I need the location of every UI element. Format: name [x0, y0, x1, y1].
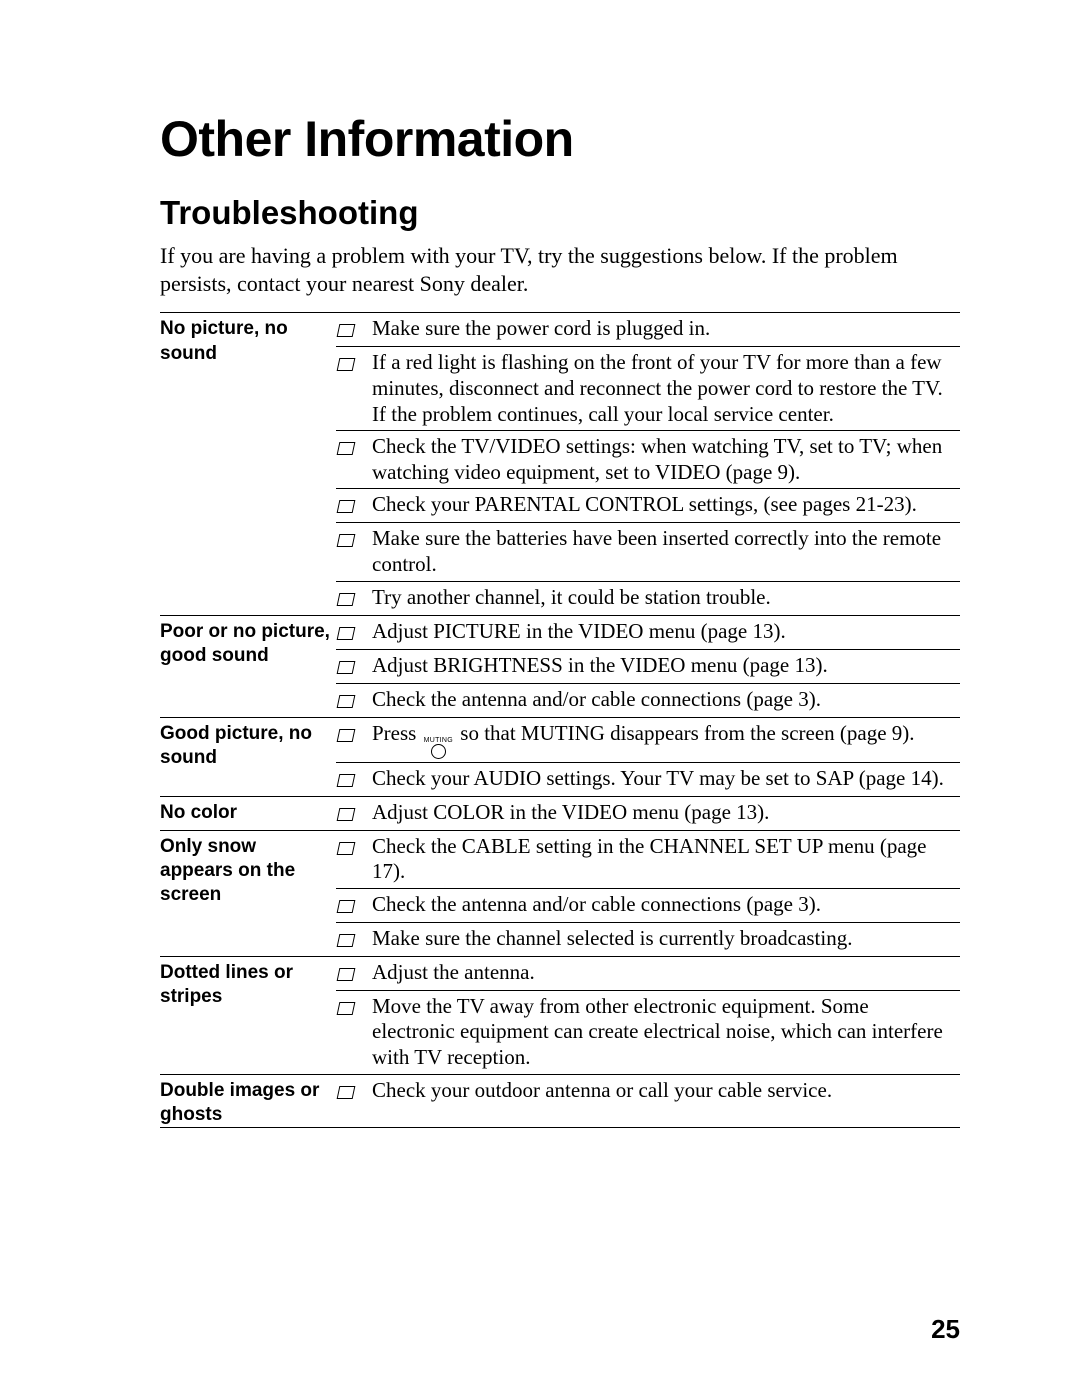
- checklist-box-icon: [336, 892, 372, 919]
- troubleshooting-table: No picture, no soundMake sure the power …: [160, 312, 960, 1128]
- checklist-item-text: Adjust COLOR in the VIDEO menu (page 13)…: [372, 800, 960, 827]
- intro-text: If you are having a problem with your TV…: [160, 242, 960, 298]
- troubleshooting-row: Double images or ghosts Check your outdoo…: [160, 1074, 960, 1128]
- checklist-item: Move the TV away from other electronic e…: [336, 991, 960, 1074]
- checklist-item: Try another channel, it could be station…: [336, 582, 960, 615]
- checklist-item-text: Try another channel, it could be station…: [372, 585, 960, 612]
- checklist-item: Check the CABLE setting in the CHANNEL S…: [336, 831, 960, 889]
- checklist-box-icon: [336, 434, 372, 485]
- checklist-box-icon: [336, 492, 372, 519]
- checklist-box-icon: [336, 526, 372, 577]
- problem-label: Double images or ghosts: [160, 1074, 336, 1128]
- checklist-box-icon: [336, 350, 372, 427]
- checklist-item: Check your outdoor antenna or call your …: [336, 1075, 960, 1108]
- solutions-cell: Adjust PICTURE in the VIDEO menu (page 1…: [336, 615, 960, 717]
- troubleshooting-row: Only snow appears on the screen Check the…: [160, 830, 960, 956]
- problem-label: No color: [160, 796, 336, 830]
- checklist-box-icon: [336, 766, 372, 793]
- checklist-box-icon: [336, 316, 372, 343]
- checklist-box-icon: [336, 585, 372, 612]
- checklist-item: Make sure the batteries have been insert…: [336, 523, 960, 581]
- solutions-cell: Adjust the antenna. Move the TV away from…: [336, 956, 960, 1074]
- checklist-box-icon: [336, 994, 372, 1071]
- solutions-cell: Make sure the power cord is plugged in. I…: [336, 313, 960, 615]
- checklist-item: Adjust PICTURE in the VIDEO menu (page 1…: [336, 616, 960, 650]
- checklist-item-text: Check the antenna and/or cable connectio…: [372, 687, 960, 714]
- checklist-item-text: Check your AUDIO settings. Your TV may b…: [372, 766, 960, 793]
- troubleshooting-row: Poor or no picture, good sound Adjust PIC…: [160, 615, 960, 717]
- checklist-item-text: Check the TV/VIDEO settings: when watchi…: [372, 434, 960, 485]
- checklist-item: Make sure the channel selected is curren…: [336, 923, 960, 956]
- checklist-box-icon: [336, 653, 372, 680]
- problem-label: Poor or no picture, good sound: [160, 615, 336, 717]
- checklist-box-icon: [336, 834, 372, 885]
- checklist-box-icon: [336, 960, 372, 987]
- solutions-cell: Check your outdoor antenna or call your …: [336, 1074, 960, 1128]
- troubleshooting-row: Good picture, no sound Press MUTING so th…: [160, 717, 960, 796]
- solutions-cell: Check the CABLE setting in the CHANNEL S…: [336, 830, 960, 956]
- checklist-item-text: Adjust the antenna.: [372, 960, 960, 987]
- checklist-item-text: Press MUTING so that MUTING disappears f…: [372, 721, 960, 759]
- solutions-cell: Adjust COLOR in the VIDEO menu (page 13)…: [336, 796, 960, 830]
- checklist-item-text: Make sure the channel selected is curren…: [372, 926, 960, 953]
- checklist-item: Press MUTING so that MUTING disappears f…: [336, 718, 960, 763]
- checklist-item-text: Make sure the power cord is plugged in.: [372, 316, 960, 343]
- problem-label: Good picture, no sound: [160, 717, 336, 796]
- checklist-item-text: Check the CABLE setting in the CHANNEL S…: [372, 834, 960, 885]
- troubleshooting-row: No picture, no soundMake sure the power …: [160, 313, 960, 615]
- checklist-item: Check your PARENTAL CONTROL settings, (s…: [336, 489, 960, 523]
- checklist-item: If a red light is flashing on the front …: [336, 347, 960, 431]
- section-title: Troubleshooting: [160, 194, 960, 232]
- solutions-cell: Press MUTING so that MUTING disappears f…: [336, 717, 960, 796]
- checklist-item: Check the TV/VIDEO settings: when watchi…: [336, 431, 960, 489]
- problem-label: Only snow appears on the screen: [160, 830, 336, 956]
- checklist-box-icon: [336, 1078, 372, 1105]
- checklist-item: Adjust BRIGHTNESS in the VIDEO menu (pag…: [336, 650, 960, 684]
- troubleshooting-row: Dotted lines or stripesAdjust the antenn…: [160, 956, 960, 1074]
- checklist-box-icon: [336, 687, 372, 714]
- page-title: Other Information: [160, 110, 960, 168]
- checklist-item: Check the antenna and/or cable connectio…: [336, 684, 960, 717]
- checklist-box-icon: [336, 721, 372, 759]
- checklist-item: Check your AUDIO settings. Your TV may b…: [336, 763, 960, 796]
- checklist-box-icon: [336, 926, 372, 953]
- checklist-item-text: Move the TV away from other electronic e…: [372, 994, 960, 1071]
- checklist-box-icon: [336, 619, 372, 646]
- checklist-item: Adjust the antenna.: [336, 957, 960, 991]
- checklist-item-text: Check the antenna and/or cable connectio…: [372, 892, 960, 919]
- checklist-item: Check the antenna and/or cable connectio…: [336, 889, 960, 923]
- checklist-box-icon: [336, 800, 372, 827]
- checklist-item: Make sure the power cord is plugged in.: [336, 313, 960, 347]
- troubleshooting-row: No color Adjust COLOR in the VIDEO menu (…: [160, 796, 960, 830]
- page-number: 25: [931, 1314, 960, 1345]
- checklist-item: Adjust COLOR in the VIDEO menu (page 13)…: [336, 797, 960, 830]
- checklist-item-text: Adjust PICTURE in the VIDEO menu (page 1…: [372, 619, 960, 646]
- checklist-item-text: Adjust BRIGHTNESS in the VIDEO menu (pag…: [372, 653, 960, 680]
- checklist-item-text: Check your PARENTAL CONTROL settings, (s…: [372, 492, 960, 519]
- checklist-item-text: Make sure the batteries have been insert…: [372, 526, 960, 577]
- checklist-item-text: Check your outdoor antenna or call your …: [372, 1078, 960, 1105]
- muting-button-icon: MUTING: [424, 737, 453, 759]
- checklist-item-text: If a red light is flashing on the front …: [372, 350, 960, 427]
- problem-label: No picture, no sound: [160, 313, 336, 615]
- manual-page: Other Information Troubleshooting If you…: [0, 0, 1080, 1397]
- problem-label: Dotted lines or stripes: [160, 956, 336, 1074]
